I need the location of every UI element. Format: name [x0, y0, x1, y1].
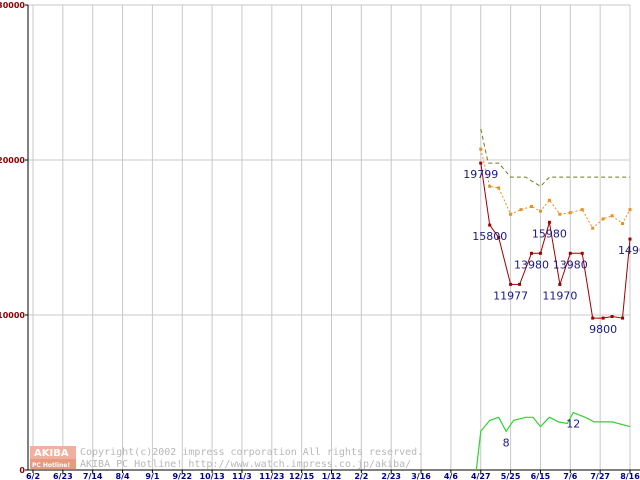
watermark-logo-box-lower — [30, 459, 76, 469]
x-tick-label: 9/22 — [172, 472, 192, 480]
data-label: 19799 — [463, 168, 498, 181]
y-tick-label: 10000 — [0, 311, 25, 320]
x-tick-label: 4/27 — [471, 472, 491, 480]
series-point-1 — [558, 212, 562, 216]
watermark-logo-text: AKIBA — [34, 448, 69, 459]
series-point-1 — [529, 205, 533, 208]
series-point-1 — [591, 226, 595, 230]
series-point-1 — [509, 212, 513, 216]
series-point-0 — [497, 236, 501, 239]
x-tick-label: 8/16 — [620, 472, 640, 480]
data-label: 15800 — [472, 230, 507, 243]
x-tick-label: 7/27 — [590, 472, 610, 480]
data-label: 11977 — [493, 289, 528, 302]
x-tick-label: 4/6 — [444, 472, 458, 480]
series-point-0 — [591, 316, 595, 320]
axes — [25, 4, 640, 473]
x-tick-label: 2/23 — [381, 472, 401, 480]
watermark-logo-box — [30, 446, 76, 459]
x-tick-label: 6/2 — [26, 472, 40, 480]
series-point-0 — [488, 223, 492, 227]
data-label: 12 — [566, 418, 580, 431]
data-label: 13980 — [514, 258, 549, 271]
series-point-0 — [547, 220, 551, 224]
series-point-0 — [580, 251, 584, 255]
x-tick-label: 12/15 — [289, 472, 315, 480]
x-tick-label: 8/4 — [116, 472, 130, 480]
series-line-0 — [480, 163, 631, 319]
series-point-1 — [547, 198, 551, 202]
series-point-1 — [488, 184, 492, 188]
x-tick-label: 1/12 — [322, 472, 342, 480]
series-line-2 — [480, 128, 630, 188]
series-point-0 — [610, 315, 614, 319]
watermark-copyright: Copyright(c)2002 impress corporation All… — [80, 447, 423, 458]
series-point-1 — [628, 208, 632, 212]
series-point-0 — [518, 282, 522, 286]
x-tick-label: 11/3 — [232, 472, 252, 480]
x-tick-label: 7/14 — [83, 472, 103, 480]
series-point-0 — [568, 251, 572, 255]
data-label: 8 — [503, 436, 510, 449]
series-point-0 — [601, 316, 605, 320]
series-point-0 — [529, 251, 533, 255]
x-tick-label: 5/25 — [501, 472, 521, 480]
series-point-1 — [621, 222, 625, 226]
x-tick-label: 2/2 — [354, 472, 368, 480]
series-point-1 — [601, 217, 605, 221]
series-point-0 — [628, 237, 632, 241]
series-point-0 — [621, 316, 625, 320]
series-point-1 — [519, 208, 523, 212]
series — [475, 128, 632, 471]
series-point-0 — [509, 282, 513, 286]
y-tick-label: 30000 — [0, 1, 25, 10]
series-point-1 — [580, 208, 584, 212]
data-labels: 19799 15800 11977 13980 15980 11970 13980 9800 1… — [463, 168, 640, 449]
y-tick-label: 20000 — [0, 156, 25, 165]
data-label: 15980 — [532, 227, 567, 240]
series-point-1 — [610, 214, 614, 218]
x-tick-label: 3/16 — [411, 472, 431, 480]
series-point-0 — [558, 282, 562, 286]
watermark: AKIBA PC Hotline! Copyright(c)2002 impre… — [30, 446, 423, 470]
x-tick-label: 11/23 — [259, 472, 284, 480]
series-point-1 — [479, 147, 483, 151]
x-tick-label: 9/1 — [145, 472, 159, 480]
data-label: 13980 — [553, 258, 588, 271]
watermark-site: AKIBA PC Hotline! http://www.watch.impre… — [80, 459, 411, 470]
y-tick-label: 0 — [19, 466, 25, 475]
series-point-0 — [538, 251, 542, 255]
x-tick-label: 6/23 — [53, 472, 73, 480]
series-line-1 — [480, 149, 631, 229]
data-label: 14900 — [618, 244, 640, 257]
x-tick-label: 6/15 — [531, 472, 551, 480]
series-point-1 — [538, 209, 542, 213]
watermark-logo-subtext: PC Hotline! — [32, 462, 70, 469]
x-tick-label: 10/13 — [200, 472, 225, 480]
series-point-1 — [568, 211, 572, 215]
data-label: 9800 — [589, 323, 617, 336]
data-label: 11970 — [542, 289, 577, 302]
series-line-3 — [475, 411, 631, 471]
series-point-1 — [497, 186, 501, 190]
series-point-0 — [479, 161, 483, 165]
x-tick-label: 7/6 — [563, 472, 577, 480]
